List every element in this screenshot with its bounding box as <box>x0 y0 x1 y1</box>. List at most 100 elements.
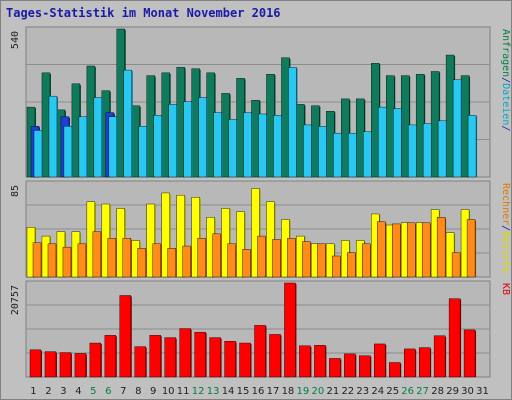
top-bar-seiten-24 <box>378 106 387 178</box>
top-bar-seiten-8 <box>138 126 147 178</box>
x-tick-label-day-21: 21 <box>326 386 339 397</box>
middle-bar-rechner-20 <box>317 243 326 278</box>
middle-bar-besuche-12 <box>191 197 200 278</box>
top-bar-seiten-1 <box>33 130 43 178</box>
bottom-bar-kb-30 <box>463 329 476 378</box>
middle-series-legend: Rechner/Besuche <box>500 183 511 273</box>
bottom-bar-kb-18 <box>284 282 296 378</box>
bottom-bar-kb-24 <box>374 343 386 378</box>
x-tick-label-day-22: 22 <box>341 386 354 397</box>
x-tick-label-day-2: 2 <box>45 386 51 397</box>
middle-bar-rechner-30 <box>466 219 476 278</box>
top-bar-anfragen-20 <box>311 105 320 178</box>
x-tick-label-day-17: 17 <box>267 386 280 397</box>
bottom-bar-kb-11 <box>179 328 191 378</box>
middle-bar-rechner-5 <box>92 231 102 278</box>
x-tick-label-day-12: 12 <box>192 386 205 397</box>
bottom-legend-entry: KB <box>500 283 511 295</box>
bottom-bar-kb-22 <box>344 353 356 378</box>
x-tick-label-day-20: 20 <box>312 386 325 397</box>
middle-bar-rechner-7 <box>122 238 132 278</box>
middle-bar-rechner-10 <box>167 248 176 278</box>
top-series-legend: Anfragen/Dateien/ <box>500 29 511 131</box>
middle-bar-rechner-21 <box>332 255 341 278</box>
top-bar-seiten-3 <box>63 126 73 178</box>
bottom-bar-kb-19 <box>299 345 311 378</box>
top-bar-seiten-26 <box>407 124 417 178</box>
top-bar-anfragen-30 <box>460 75 470 178</box>
x-tick-label-day-31: 31 <box>476 386 489 397</box>
bottom-bar-kb-15 <box>239 342 251 378</box>
middle-legend-entry: / <box>500 225 511 231</box>
x-tick-label-day-28: 28 <box>431 386 444 397</box>
top-legend-entry: Dateien <box>500 83 511 125</box>
bottom-bar-kb-2 <box>44 351 57 378</box>
bottom-bar-kb-9 <box>149 335 161 378</box>
top-bar-anfragen-2 <box>41 72 51 178</box>
bottom-bar-kb-29 <box>448 298 461 378</box>
x-tick-label-day-9: 9 <box>150 386 156 397</box>
x-tick-label-day-13: 13 <box>207 386 220 397</box>
top-bar-seiten-6 <box>108 116 118 178</box>
bottom-bar-kb-10 <box>164 337 176 378</box>
bottom-bar-kb-1 <box>29 349 42 378</box>
bottom-series-legend: KB <box>500 283 511 295</box>
middle-bar-besuche-16 <box>251 188 260 278</box>
bottom-bar-kb-5 <box>89 342 102 378</box>
x-tick-label-day-8: 8 <box>135 386 141 397</box>
middle-bar-rechner-3 <box>62 246 72 278</box>
middle-bar-rechner-18 <box>287 238 296 278</box>
bottom-bar-kb-27 <box>418 347 431 378</box>
top-bar-seiten-5 <box>93 97 103 178</box>
bottom-bar-kb-23 <box>359 355 371 378</box>
middle-bar-rechner-16 <box>257 235 266 278</box>
top-bar-anfragen-24 <box>371 63 380 178</box>
top-bar-anfragen-25 <box>386 75 395 178</box>
middle-bar-besuche-11 <box>176 194 185 278</box>
x-tick-label-day-15: 15 <box>237 386 250 397</box>
top-legend-entry: / <box>500 125 511 131</box>
bottom-bar-kb-17 <box>269 334 281 378</box>
top-legend-entry: Anfragen <box>500 29 511 77</box>
middle-bar-besuche-10 <box>161 192 170 278</box>
top-bar-seiten-2 <box>48 95 58 178</box>
bottom-bar-kb-16 <box>254 325 266 378</box>
bottom-bar-kb-25 <box>389 362 401 378</box>
middle-bar-rechner-14 <box>227 243 236 278</box>
middle-bar-rechner-23 <box>362 243 371 278</box>
middle-bar-rechner-13 <box>212 233 221 278</box>
bottom-bar-kb-20 <box>314 345 326 378</box>
top-ymax-label: 540 <box>10 31 21 49</box>
x-tick-label-day-4: 4 <box>75 386 81 397</box>
middle-bar-besuche-9 <box>146 203 155 278</box>
middle-legend-entry: Besuche <box>500 231 511 273</box>
bottom-bar-kb-4 <box>74 353 87 378</box>
middle-bar-rechner-27 <box>421 222 431 278</box>
top-bar-anfragen-23 <box>356 98 365 178</box>
x-tick-label-day-5: 5 <box>90 386 96 397</box>
top-bar-seiten-29 <box>452 79 462 178</box>
x-tick-label-day-11: 11 <box>177 386 190 397</box>
top-bar-seiten-7 <box>123 69 133 178</box>
x-tick-label-day-29: 29 <box>446 386 459 397</box>
middle-bar-rechner-29 <box>451 252 461 278</box>
bottom-bar-kb-13 <box>209 337 221 378</box>
bottom-bar-kb-3 <box>59 352 72 378</box>
chart-title: Tages-Statistik im Monat November 2016 <box>6 6 281 20</box>
bottom-bar-kb-21 <box>329 358 341 378</box>
top-bar-anfragen-27 <box>415 74 425 178</box>
top-bar-seiten-19 <box>303 124 312 178</box>
middle-bar-rechner-17 <box>272 239 281 278</box>
top-bar-seiten-30 <box>467 115 477 178</box>
top-bar-seiten-22 <box>348 132 357 178</box>
middle-bar-besuche-15 <box>236 211 245 278</box>
middle-bar-rechner-24 <box>377 221 386 278</box>
middle-bar-rechner-19 <box>302 241 311 278</box>
x-tick-label-day-19: 19 <box>297 386 310 397</box>
middle-bar-rechner-28 <box>436 217 446 278</box>
top-bar-anfragen-17 <box>266 74 275 178</box>
bottom-ymax-label: 20757 <box>10 285 21 315</box>
x-tick-label-day-10: 10 <box>162 386 175 397</box>
middle-bar-rechner-11 <box>182 245 191 278</box>
middle-bar-rechner-1 <box>32 242 42 278</box>
